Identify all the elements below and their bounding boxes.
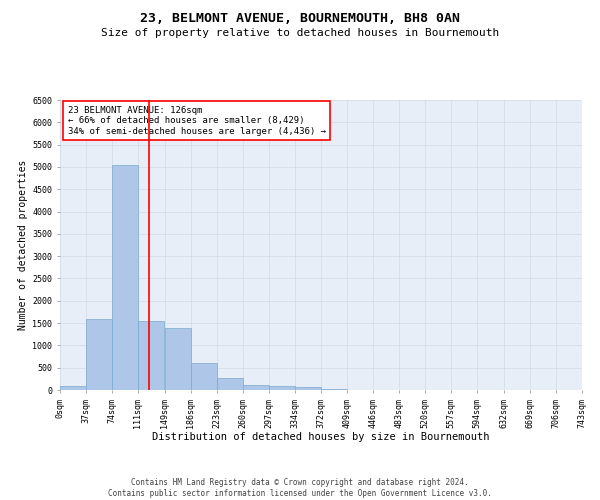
Text: 23 BELMONT AVENUE: 126sqm
← 66% of detached houses are smaller (8,429)
34% of se: 23 BELMONT AVENUE: 126sqm ← 66% of detac… xyxy=(68,106,326,136)
Bar xyxy=(138,321,164,390)
Bar xyxy=(60,386,86,390)
Text: Size of property relative to detached houses in Bournemouth: Size of property relative to detached ho… xyxy=(101,28,499,38)
Bar xyxy=(191,363,217,390)
Bar xyxy=(269,386,295,390)
Bar xyxy=(112,164,138,390)
Text: Contains HM Land Registry data © Crown copyright and database right 2024.
Contai: Contains HM Land Registry data © Crown c… xyxy=(108,478,492,498)
Text: 23, BELMONT AVENUE, BOURNEMOUTH, BH8 0AN: 23, BELMONT AVENUE, BOURNEMOUTH, BH8 0AN xyxy=(140,12,460,26)
Y-axis label: Number of detached properties: Number of detached properties xyxy=(18,160,28,330)
Bar xyxy=(164,328,191,390)
X-axis label: Distribution of detached houses by size in Bournemouth: Distribution of detached houses by size … xyxy=(152,432,490,442)
Bar xyxy=(242,384,269,390)
Bar xyxy=(217,378,242,390)
Bar xyxy=(86,318,112,390)
Bar xyxy=(322,389,347,390)
Bar xyxy=(295,386,320,390)
